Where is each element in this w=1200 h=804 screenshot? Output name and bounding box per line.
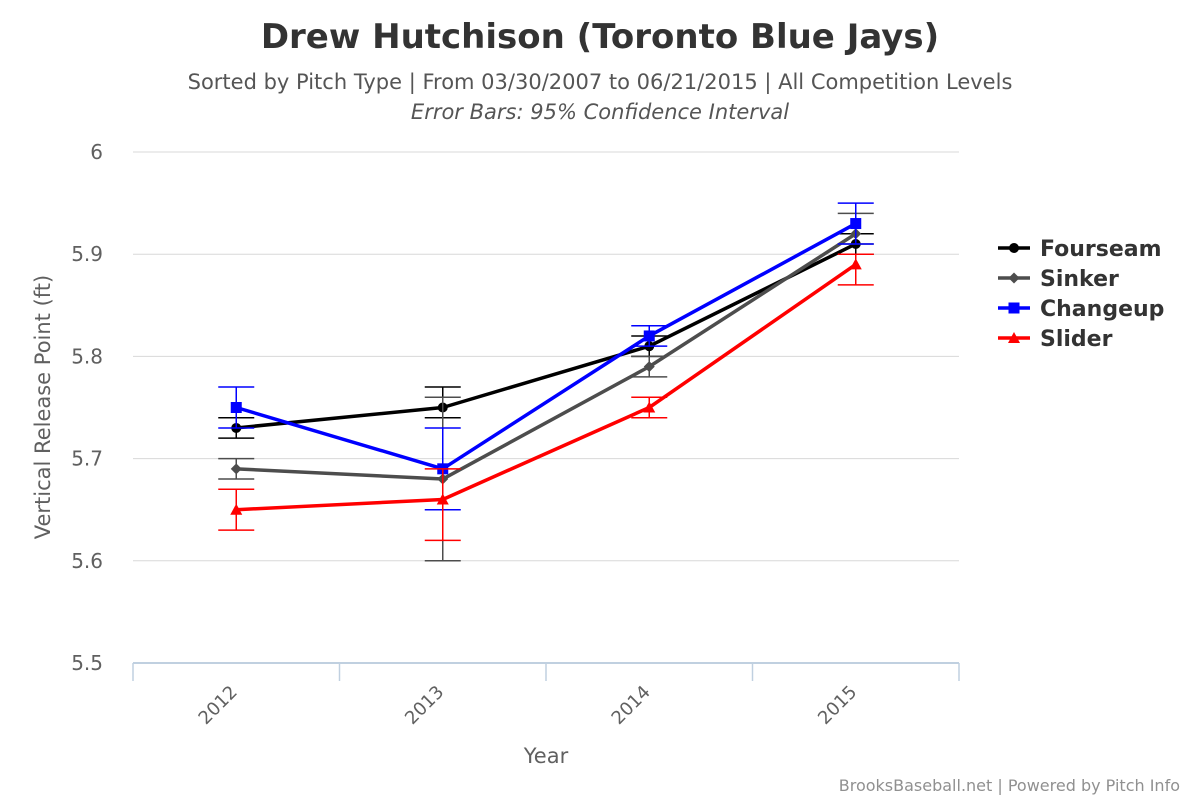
chart-title: Drew Hutchison (Toronto Blue Jays) <box>261 17 939 57</box>
data-point-sinker <box>230 463 242 475</box>
y-tick-label: 5.6 <box>71 549 103 573</box>
data-point-slider <box>436 493 449 505</box>
x-tick-label: 2014 <box>608 682 655 729</box>
series-line-fourseam <box>236 242 857 430</box>
y-tick-label: 6 <box>90 140 103 164</box>
chart-subtitle: Sorted by Pitch Type | From 03/30/2007 t… <box>188 70 1013 95</box>
data-point-changeup <box>643 330 655 342</box>
error-bar-slider <box>424 468 461 542</box>
data-point-changeup <box>850 218 862 230</box>
credit[interactable]: BrooksBaseball.net | Powered by Pitch In… <box>839 776 1180 795</box>
series-line-changeup <box>235 222 857 471</box>
data-point-slider <box>643 401 656 413</box>
data-point-changeup <box>230 402 242 413</box>
data-point-slider <box>230 503 243 515</box>
y-axis-title: Vertical Release Point (ft) <box>31 275 55 539</box>
legend-item-sinker[interactable]: Sinker <box>998 267 1119 292</box>
x-axis: 2012 2013 2014 2015 <box>132 662 960 729</box>
legend-label: Sinker <box>1040 267 1119 292</box>
gridlines <box>133 151 959 562</box>
legend-marker <box>1008 302 1020 314</box>
x-tick-label: 2012 <box>195 682 242 729</box>
x-tick-label: 2015 <box>814 682 861 729</box>
x-axis-title: Year <box>523 744 569 768</box>
chart-error-bar-note: Error Bars: 95% Confidence Interval <box>411 100 789 124</box>
series-sinker <box>218 212 874 562</box>
x-tick-label: 2013 <box>401 682 448 729</box>
y-tick-label: 5.5 <box>71 651 103 675</box>
legend-marker <box>1009 243 1019 253</box>
y-tick-label: 5.7 <box>71 447 103 471</box>
legend[interactable]: Fourseam Sinker Changeup Slider <box>998 237 1164 352</box>
series-group <box>218 202 874 562</box>
legend-label: Changeup <box>1040 297 1164 322</box>
legend-marker <box>1008 272 1020 284</box>
legend-item-slider[interactable]: Slider <box>998 327 1113 352</box>
legend-marker <box>1008 332 1020 343</box>
series-line-sinker <box>236 232 857 481</box>
data-point-slider <box>849 258 862 270</box>
y-tick-label: 5.9 <box>71 242 103 266</box>
series-slider <box>218 253 874 542</box>
series-line-slider <box>236 262 857 512</box>
legend-label: Fourseam <box>1040 237 1162 262</box>
legend-item-changeup[interactable]: Changeup <box>998 297 1164 322</box>
y-axis-ticks: 5.5 5.6 5.7 5.8 5.9 6 <box>71 140 103 675</box>
legend-label: Slider <box>1040 327 1113 352</box>
data-point-sinker <box>643 361 655 373</box>
legend-item-fourseam[interactable]: Fourseam <box>998 237 1162 262</box>
y-tick-label: 5.8 <box>71 344 103 368</box>
series-fourseam <box>218 233 874 439</box>
